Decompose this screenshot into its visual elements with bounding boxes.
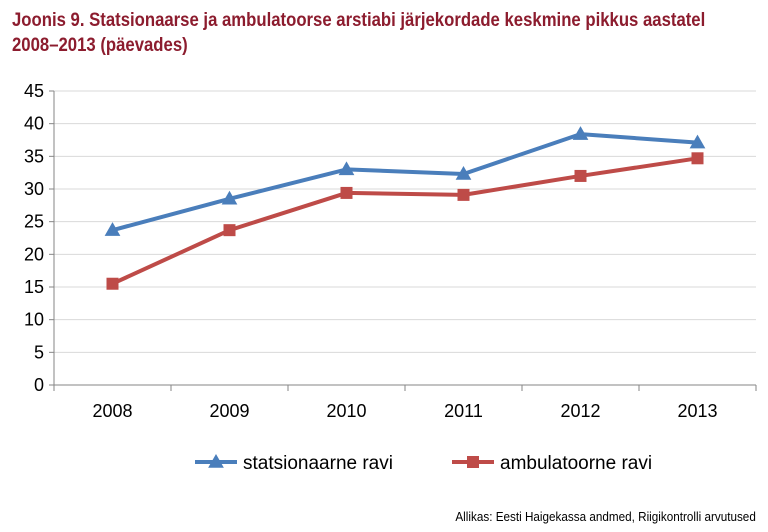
- x-tick-label: 2013: [677, 401, 717, 421]
- data-point: [455, 165, 472, 180]
- y-tick-label: 45: [24, 81, 44, 101]
- data-point: [574, 169, 587, 182]
- axes: [49, 90, 757, 391]
- data-point: [689, 134, 706, 149]
- legend-label: ambulatoorne ravi: [500, 453, 652, 474]
- y-tick-label: 35: [24, 146, 44, 166]
- data-point: [106, 277, 119, 290]
- chart-title: Joonis 9. Statsionaarse ja ambulatoorse …: [12, 8, 706, 58]
- y-axis-ticks: 0 5 10 15 20 25 30 35 40 45: [24, 81, 44, 395]
- grid-lines: [54, 90, 756, 353]
- x-tick-label: 2011: [444, 401, 483, 421]
- data-point: [340, 186, 353, 199]
- y-tick-label: 40: [24, 114, 44, 134]
- data-point: [457, 188, 470, 201]
- legend-swatch-marker: [467, 456, 479, 468]
- y-tick-label: 20: [24, 244, 44, 264]
- series-line: [111, 132, 698, 233]
- x-tick-label: 2008: [92, 401, 132, 421]
- y-tick-label: 15: [24, 277, 44, 297]
- chart-title-line-2: 2008–2013 (päevades): [12, 35, 188, 56]
- y-tick-label: 30: [24, 179, 44, 199]
- legend-item: ambulatoorne ravi: [452, 453, 652, 474]
- y-tick-label: 25: [24, 212, 44, 232]
- data-point: [338, 161, 355, 176]
- data-point: [221, 190, 238, 205]
- data-point: [691, 152, 704, 165]
- source-note: Allikas: Eesti Haigekassa andmed, Riigik…: [455, 509, 756, 524]
- x-axis-ticks: 2008 2009 2010 2011 2012 2013: [92, 401, 717, 421]
- series-statsionaarne: [104, 126, 706, 236]
- y-tick-label: 10: [24, 310, 44, 330]
- chart-title-line-1: Joonis 9. Statsionaarse ja ambulatoorse …: [12, 10, 706, 31]
- y-tick-label: 0: [34, 375, 44, 395]
- x-tick-label: 2012: [560, 401, 600, 421]
- legend-label: statsionaarne ravi: [243, 453, 393, 474]
- data-point: [223, 224, 236, 237]
- y-tick-label: 5: [34, 342, 44, 362]
- data-point: [104, 222, 121, 236]
- legend: statsionaarne ravi ambulatoorne ravi: [195, 453, 652, 474]
- series-group: [104, 126, 706, 290]
- legend-item: statsionaarne ravi: [195, 453, 393, 474]
- data-point: [572, 126, 589, 140]
- x-tick-label: 2009: [209, 401, 249, 421]
- series-line: [111, 156, 698, 286]
- x-tick-label: 2010: [326, 401, 366, 421]
- legend-swatch-marker: [208, 453, 224, 468]
- series-ambulatoorne: [106, 152, 704, 290]
